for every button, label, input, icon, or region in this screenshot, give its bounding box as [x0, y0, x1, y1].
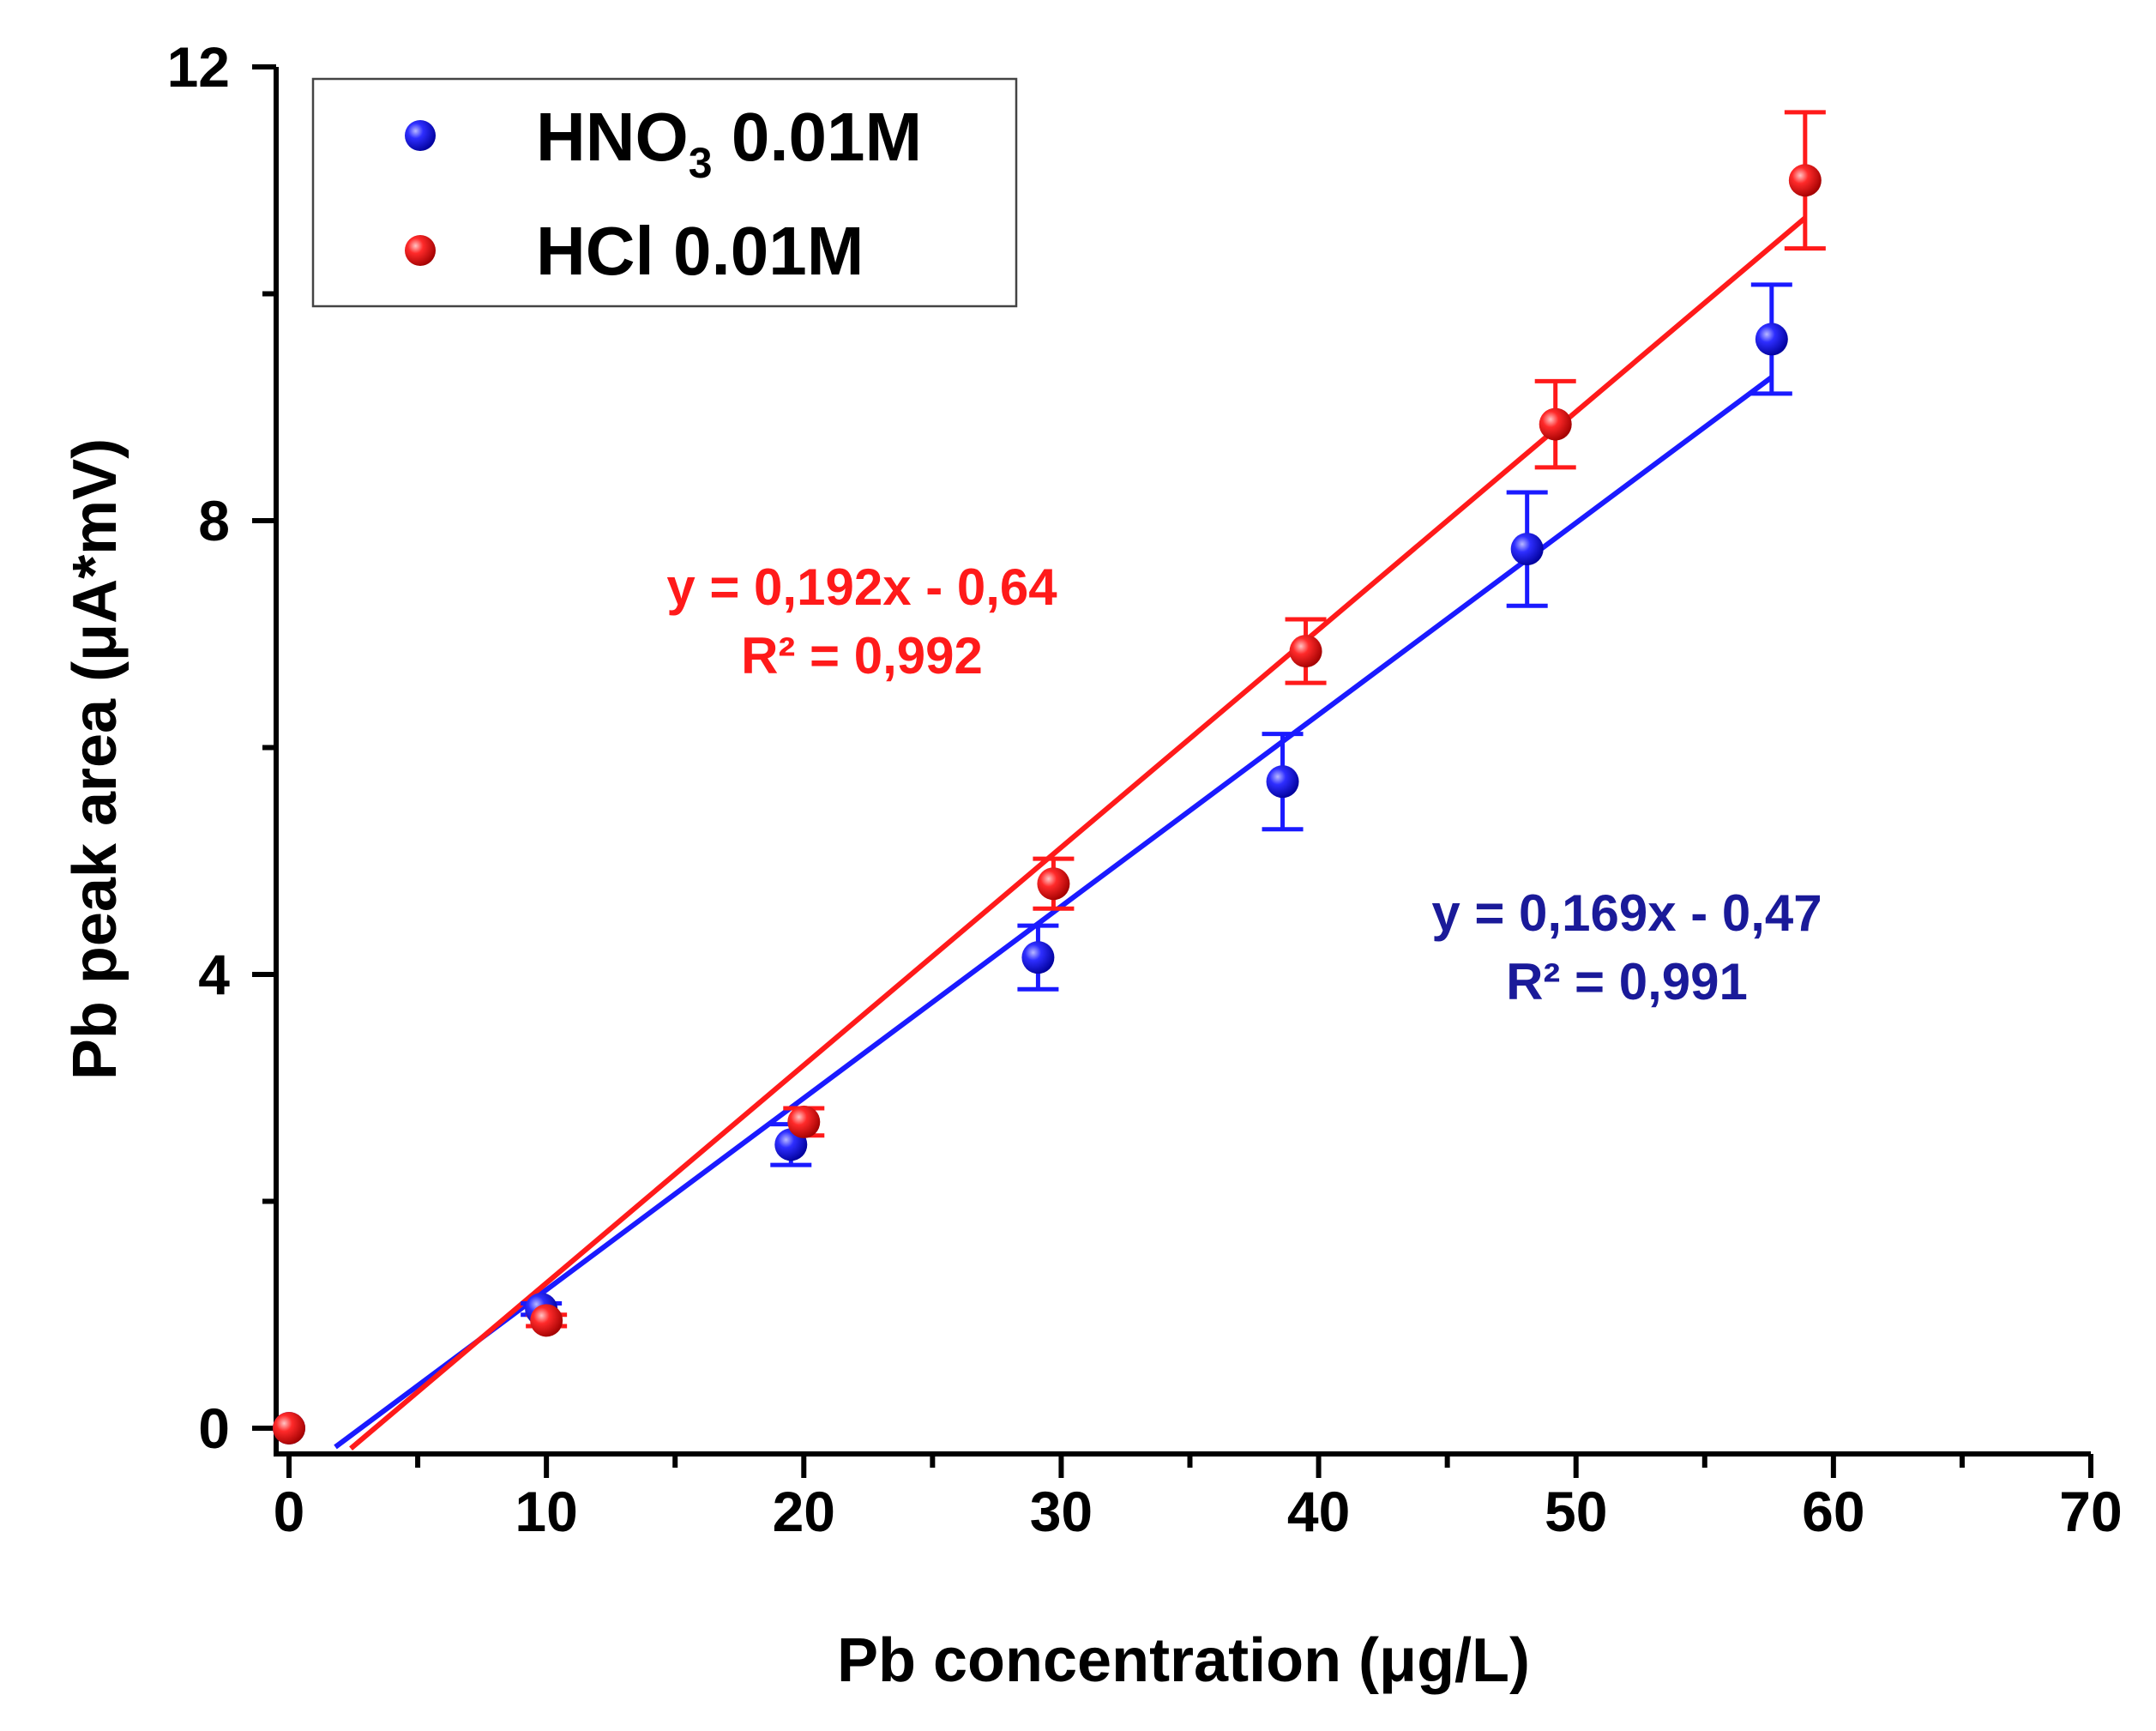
data-point-series-0 [1755, 323, 1788, 356]
x-tick-label: 60 [1802, 1480, 1864, 1543]
hcl-r2: R² = 0,992 [741, 627, 983, 685]
legend-hno3-subscript: 3 [689, 139, 713, 187]
x-tick-label: 10 [515, 1480, 577, 1543]
data-point-series-1 [273, 1412, 305, 1445]
legend-box [311, 77, 1018, 308]
data-point-series-1 [1289, 635, 1322, 668]
legend-hno3-main: HNO [536, 99, 689, 175]
y-tick-label: 12 [167, 35, 230, 99]
y-axis-title: Pb peak area (μA*mV) [61, 438, 129, 1080]
y-tick-label: 8 [198, 489, 230, 552]
x-tick-label: 30 [1030, 1480, 1093, 1543]
fit-line-1 [349, 215, 1807, 1451]
data-point-series-0 [1266, 765, 1299, 799]
y-tick-label: 4 [198, 943, 230, 1006]
y-ticks [252, 64, 276, 1431]
legend-label-hcl: HCl 0.01M [536, 213, 864, 289]
x-ticks [286, 1454, 2093, 1478]
legend-marker-hno3 [405, 120, 436, 151]
legend-label-hno3: HNO3 0.01M [536, 99, 922, 187]
y-tick-label: 0 [198, 1396, 230, 1460]
legend-marker-hcl [405, 235, 436, 266]
data-point-series-1 [1539, 407, 1572, 441]
x-tick-label: 20 [773, 1480, 835, 1543]
x-axis-title: Pb concentration (μg/L) [837, 1626, 1530, 1695]
y-tick-labels: 0 4 8 12 [167, 35, 231, 1460]
x-tick-label: 70 [2059, 1480, 2122, 1543]
data-point-series-1 [530, 1304, 563, 1337]
x-tick-label: 40 [1287, 1480, 1350, 1543]
x-tick-label: 0 [274, 1480, 305, 1543]
x-tick-labels: 0 10 20 30 40 50 60 70 [274, 1480, 2123, 1543]
data-points [273, 164, 1822, 1445]
legend: HNO3 0.01M HCl 0.01M [311, 77, 1018, 308]
data-point-series-1 [1037, 867, 1070, 901]
x-tick-label: 50 [1545, 1480, 1607, 1543]
data-point-series-1 [1788, 164, 1822, 197]
fit-lines [334, 215, 1807, 1451]
legend-hno3-rest: 0.01M [713, 99, 923, 175]
data-point-series-1 [787, 1105, 821, 1138]
hcl-equation: y = 0,192x - 0,64 [666, 558, 1057, 616]
data-point-series-0 [1021, 941, 1055, 974]
legend-hcl-rest: 0.01M [654, 213, 864, 289]
data-point-series-0 [1510, 533, 1544, 566]
hno3-equation: y = 0,169x - 0,47 [1431, 884, 1822, 942]
hno3-r2: R² = 0,991 [1506, 953, 1748, 1010]
legend-hcl-main: HCl [536, 213, 654, 289]
